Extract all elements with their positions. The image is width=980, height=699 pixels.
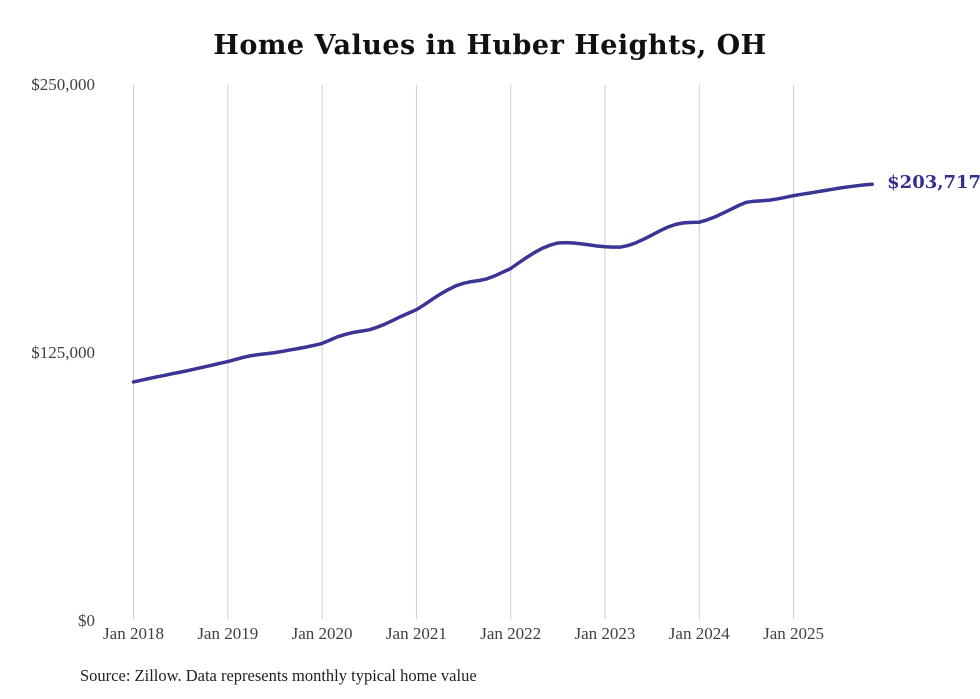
end-value-label: $203,717 <box>887 172 980 194</box>
x-tick-label: Jan 2024 <box>668 624 730 643</box>
source-note: Source: Zillow. Data represents monthly … <box>80 666 477 685</box>
y-tick-label: $250,000 <box>31 75 95 94</box>
x-tick-label: Jan 2019 <box>197 624 259 643</box>
x-tick-label: Jan 2021 <box>385 624 447 643</box>
chart-title: Home Values in Huber Heights, OH <box>213 30 767 61</box>
x-tick-label: Jan 2018 <box>103 624 164 643</box>
x-tick-label: Jan 2020 <box>291 624 353 643</box>
x-tick-label: Jan 2023 <box>574 624 636 643</box>
x-tick-label: Jan 2025 <box>763 624 825 643</box>
y-tick-label: $0 <box>78 611 95 630</box>
y-tick-label: $125,000 <box>31 343 95 362</box>
x-tick-label: Jan 2022 <box>480 624 542 643</box>
home-value-line <box>131 182 874 384</box>
